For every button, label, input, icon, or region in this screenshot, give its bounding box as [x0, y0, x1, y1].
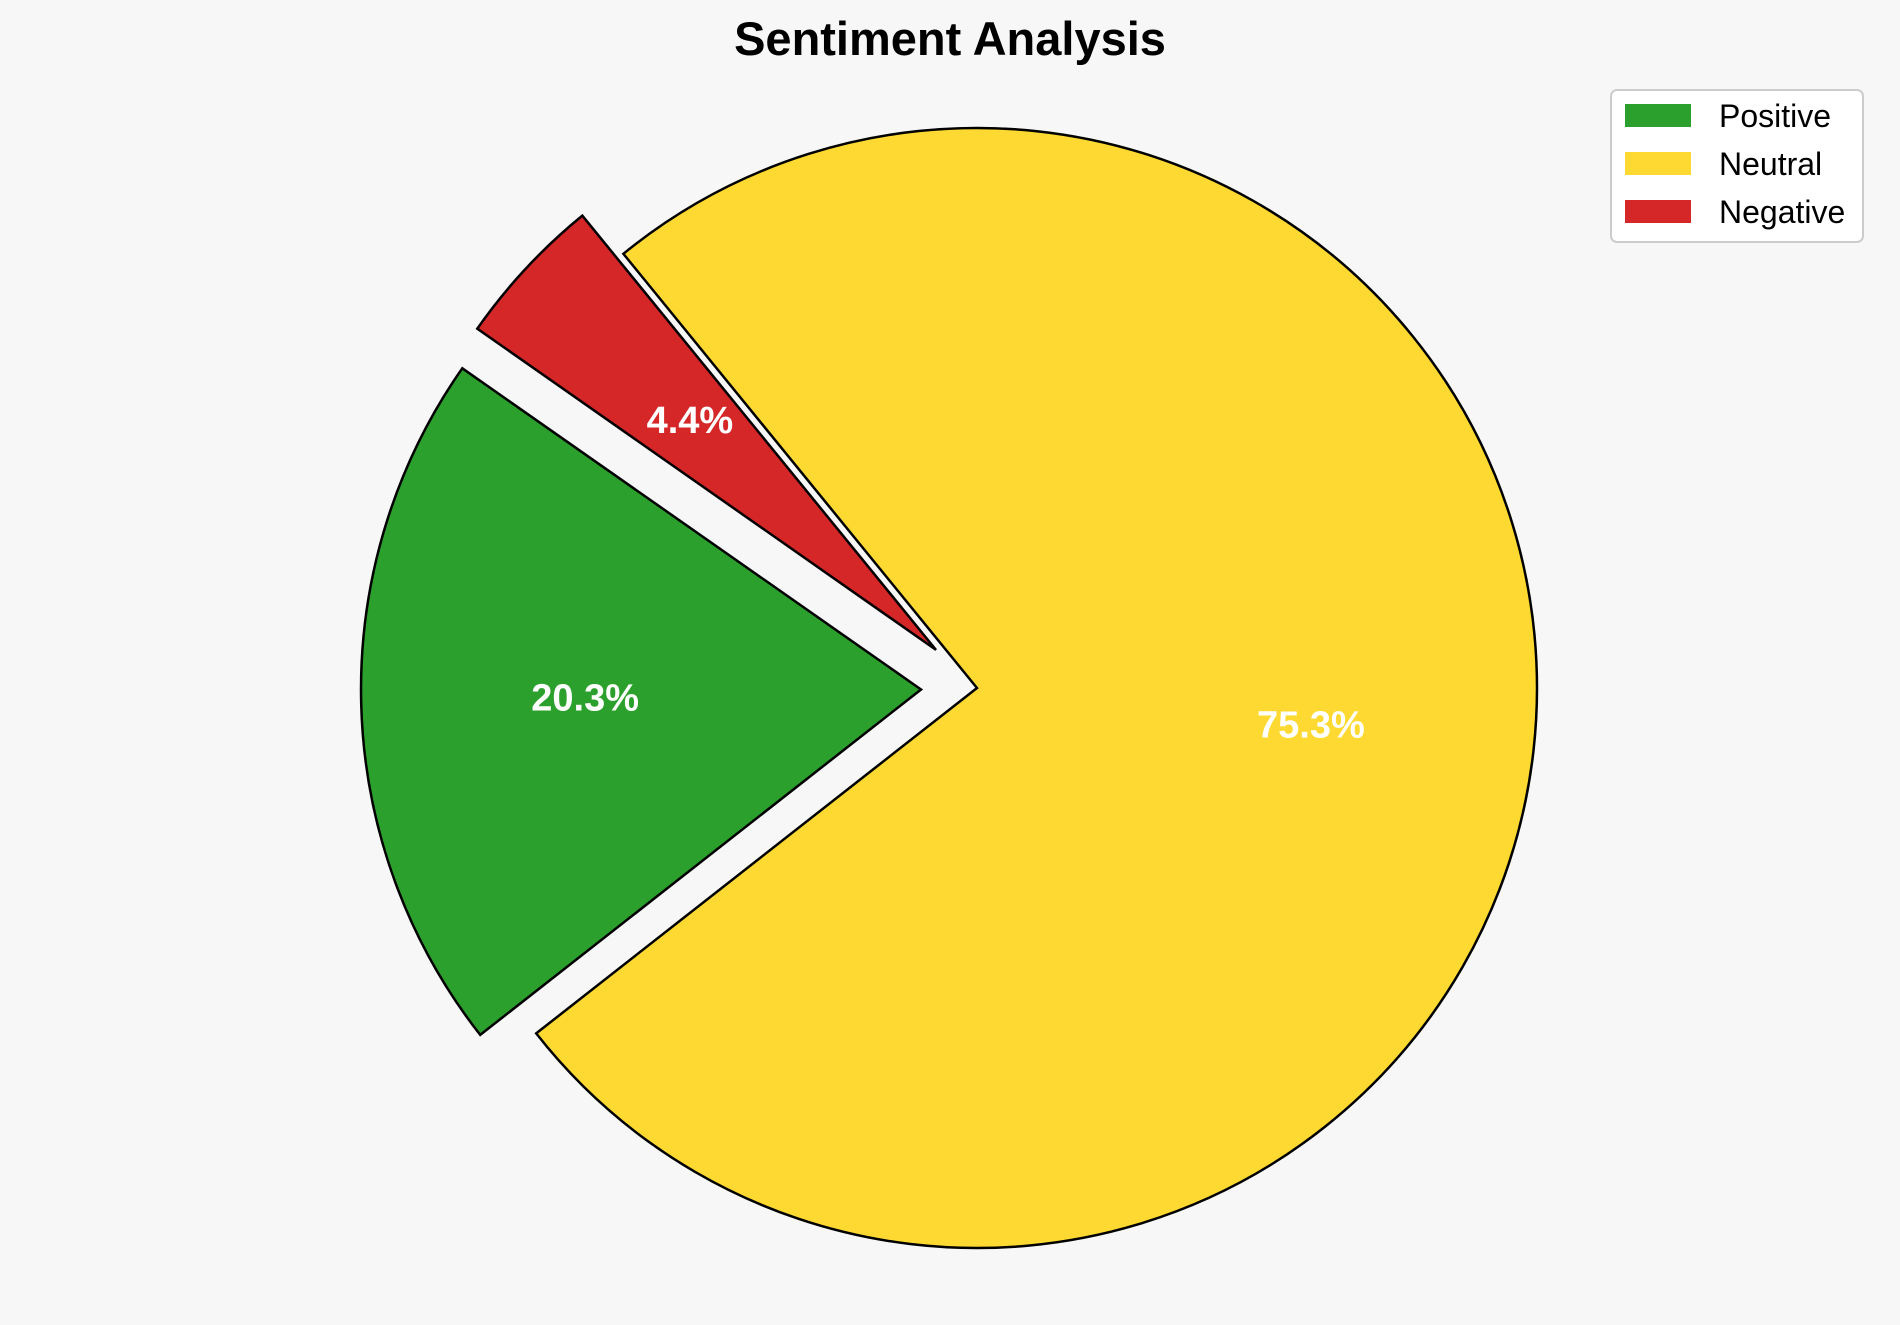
chart-title: Sentiment Analysis [734, 12, 1166, 65]
slice-label-neutral: 75.3% [1257, 704, 1365, 746]
pie-slice-labels: 20.3% 75.3% 4.4% [531, 400, 1365, 746]
legend-label-neutral: Neutral [1719, 146, 1822, 182]
legend: Positive Neutral Negative [1610, 89, 1864, 243]
legend-swatch-neutral [1625, 152, 1691, 175]
legend-swatch-positive [1625, 104, 1691, 127]
pie-slice-neutral [534, 126, 1539, 1250]
slice-label-positive: 20.3% [531, 678, 639, 720]
slice-label-negative: 4.4% [647, 400, 734, 442]
pie-slices [359, 126, 1539, 1250]
pie-slice-positive [359, 366, 924, 1037]
legend-swatch-negative [1625, 200, 1691, 223]
legend-label-negative: Negative [1719, 194, 1845, 230]
legend-label-positive: Positive [1719, 98, 1831, 134]
pie-slice-negative [475, 213, 937, 651]
